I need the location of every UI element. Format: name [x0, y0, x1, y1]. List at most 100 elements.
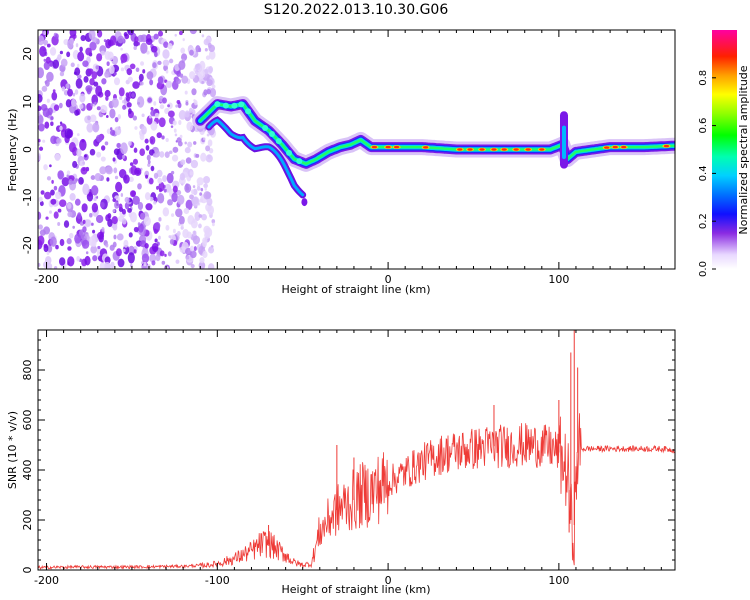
spectrogram-noise-blob: [49, 47, 57, 56]
spectrogram-noise-blob: [105, 114, 109, 118]
spectrogram-noise-blob: [170, 170, 175, 175]
spectrogram-noise-blob: [144, 138, 149, 144]
ridge-dot: [268, 130, 275, 137]
spectrogram-noise-blob: [167, 43, 173, 50]
spectrogram-noise-blob: [205, 154, 213, 163]
spectrogram-noise-blob: [97, 245, 101, 250]
spectrogram-noise-blob: [165, 224, 170, 231]
spectrogram-noise-blob: [185, 157, 192, 164]
spectrogram-noise-blob: [105, 214, 111, 222]
spectrogram-noise-blob: [82, 183, 90, 196]
spectrogram-noise-blob: [44, 121, 50, 129]
spectrogram-noise-blob: [203, 175, 211, 184]
colorbar-gradient: [712, 30, 737, 269]
spectrogram-noise-blob: [208, 66, 214, 74]
spectrogram-noise-blob: [92, 36, 98, 43]
spectrogram-noise-blob: [121, 218, 127, 225]
spectrogram-noise-blob: [164, 151, 170, 158]
spectrogram-noise-blob: [69, 193, 76, 201]
ridge-hotspot: [385, 145, 391, 149]
spectrogram-noise-blob: [128, 108, 132, 115]
spectrogram-noise-blob: [57, 221, 61, 227]
spectrogram-noise-blob: [167, 251, 172, 257]
snr-x-tick-label: -100: [205, 574, 230, 587]
spectrogram-noise-blob: [91, 71, 98, 80]
spectrogram-noise-blob: [207, 139, 213, 147]
spectrogram-x-ticks: -200 -100 0 100: [34, 30, 662, 286]
spectrogram-noise-blob: [208, 263, 215, 269]
spectrogram-noise-blob: [184, 183, 192, 193]
spectrogram-noise-blob: [140, 42, 148, 54]
spectrogram-noise-blob: [94, 172, 102, 182]
spectrogram-noise-blob: [157, 76, 164, 84]
spectrogram-noise-blob: [72, 92, 76, 97]
ridge-hotspot: [525, 148, 531, 151]
spectrogram-noise-blob: [201, 34, 205, 38]
spectrogram-noise-blob: [120, 47, 123, 51]
spectrogram-noise-blob: [38, 94, 43, 103]
spectrogram-noise-blob: [93, 81, 99, 87]
spectrogram-noise-blob: [91, 185, 99, 196]
spectrogram-noise-blob: [131, 93, 135, 98]
spectrogram-frame: [37, 29, 676, 270]
ridge-dot: [296, 158, 303, 165]
spectrogram-noise-blob: [139, 148, 146, 157]
spectrogram-noise-blob: [77, 51, 85, 62]
spectrogram-noise-blob: [181, 223, 184, 228]
spectrogram-noise-blob: [80, 34, 86, 42]
spectrogram-noise-blob: [150, 165, 155, 172]
spectrogram-noise-blob: [64, 128, 73, 139]
spectrogram-noise-blob: [192, 235, 201, 245]
spectrogram-noise-blob: [150, 107, 154, 111]
spectrogram-noise-blob: [117, 35, 125, 44]
spectrogram-noise-blob: [50, 116, 54, 121]
spectrogram-noise-blob: [38, 146, 44, 151]
spectrogram-noise-blob: [74, 233, 82, 244]
ridge-hotspot: [423, 146, 429, 149]
spectrogram-noise-blob: [67, 39, 74, 49]
spectrogram-noise-blob: [38, 196, 43, 203]
spectrogram-noise-blob: [112, 209, 116, 213]
spectrogram-noise-blob: [106, 177, 110, 182]
spectrogram-noise-blob: [105, 38, 112, 49]
spectrogram-noise-blob: [67, 88, 74, 97]
spectrogram-noise-blob: [42, 139, 46, 143]
spectrogram-noise-blob: [178, 110, 187, 120]
spectrogram-noise-blob: [181, 75, 189, 84]
colorbar-ticks: 0.0 0.2 0.4 0.6 0.8: [698, 70, 716, 277]
spectrogram-noise-blob: [72, 160, 78, 169]
spectrogram-noise-blob: [162, 175, 168, 183]
spectrogram-noise-blob: [46, 98, 50, 103]
spectrogram-y-tick-label: 0: [21, 146, 34, 153]
spectrogram-noise-blob: [92, 86, 96, 90]
colorbar-label: Normalized spectral amplitude: [737, 65, 750, 234]
spectrogram-noise-blob: [204, 187, 207, 191]
spectrogram-noise-blob: [133, 147, 138, 153]
spectrogram-noise-blob: [153, 33, 159, 40]
spectrogram-noise-blob: [140, 61, 145, 66]
spectrogram-noise-blob: [131, 142, 135, 146]
spectrogram-noise-blob: [191, 196, 200, 207]
spectrogram-noise-blob: [135, 67, 140, 73]
spectrogram-noise-blob: [161, 135, 165, 140]
spectrogram-noise-blob: [144, 242, 149, 249]
colorbar: 0.0 0.2 0.4 0.6 0.8 Normalized spectral ampl…: [698, 30, 750, 277]
spectrogram-noise-blob: [110, 261, 115, 269]
spectrogram-noise-blob: [57, 170, 64, 180]
spectrogram-noise-blob: [104, 141, 109, 146]
spectrogram-noise-blob: [115, 248, 122, 257]
spectrogram-noise-blob: [101, 226, 105, 233]
spectrogram-noise-blob: [132, 158, 138, 165]
spectrogram-noise-blob: [45, 216, 49, 220]
snr-plot-area: [38, 330, 675, 570]
spectrogram-noise-blob: [69, 232, 74, 239]
spectrogram-noise-blob: [144, 192, 151, 201]
spectrogram-noise-blob: [196, 186, 201, 191]
spectrogram-noise-blob: [38, 114, 44, 125]
spectrogram-noise-blob: [206, 88, 211, 95]
spectrogram-noise-blob: [127, 30, 135, 36]
spectrogram-noise-blob: [119, 96, 123, 100]
spectrogram-noise-blob: [58, 102, 63, 109]
spectrogram-noise-blob: [156, 132, 162, 139]
spectrogram-noise-blob: [154, 51, 158, 58]
